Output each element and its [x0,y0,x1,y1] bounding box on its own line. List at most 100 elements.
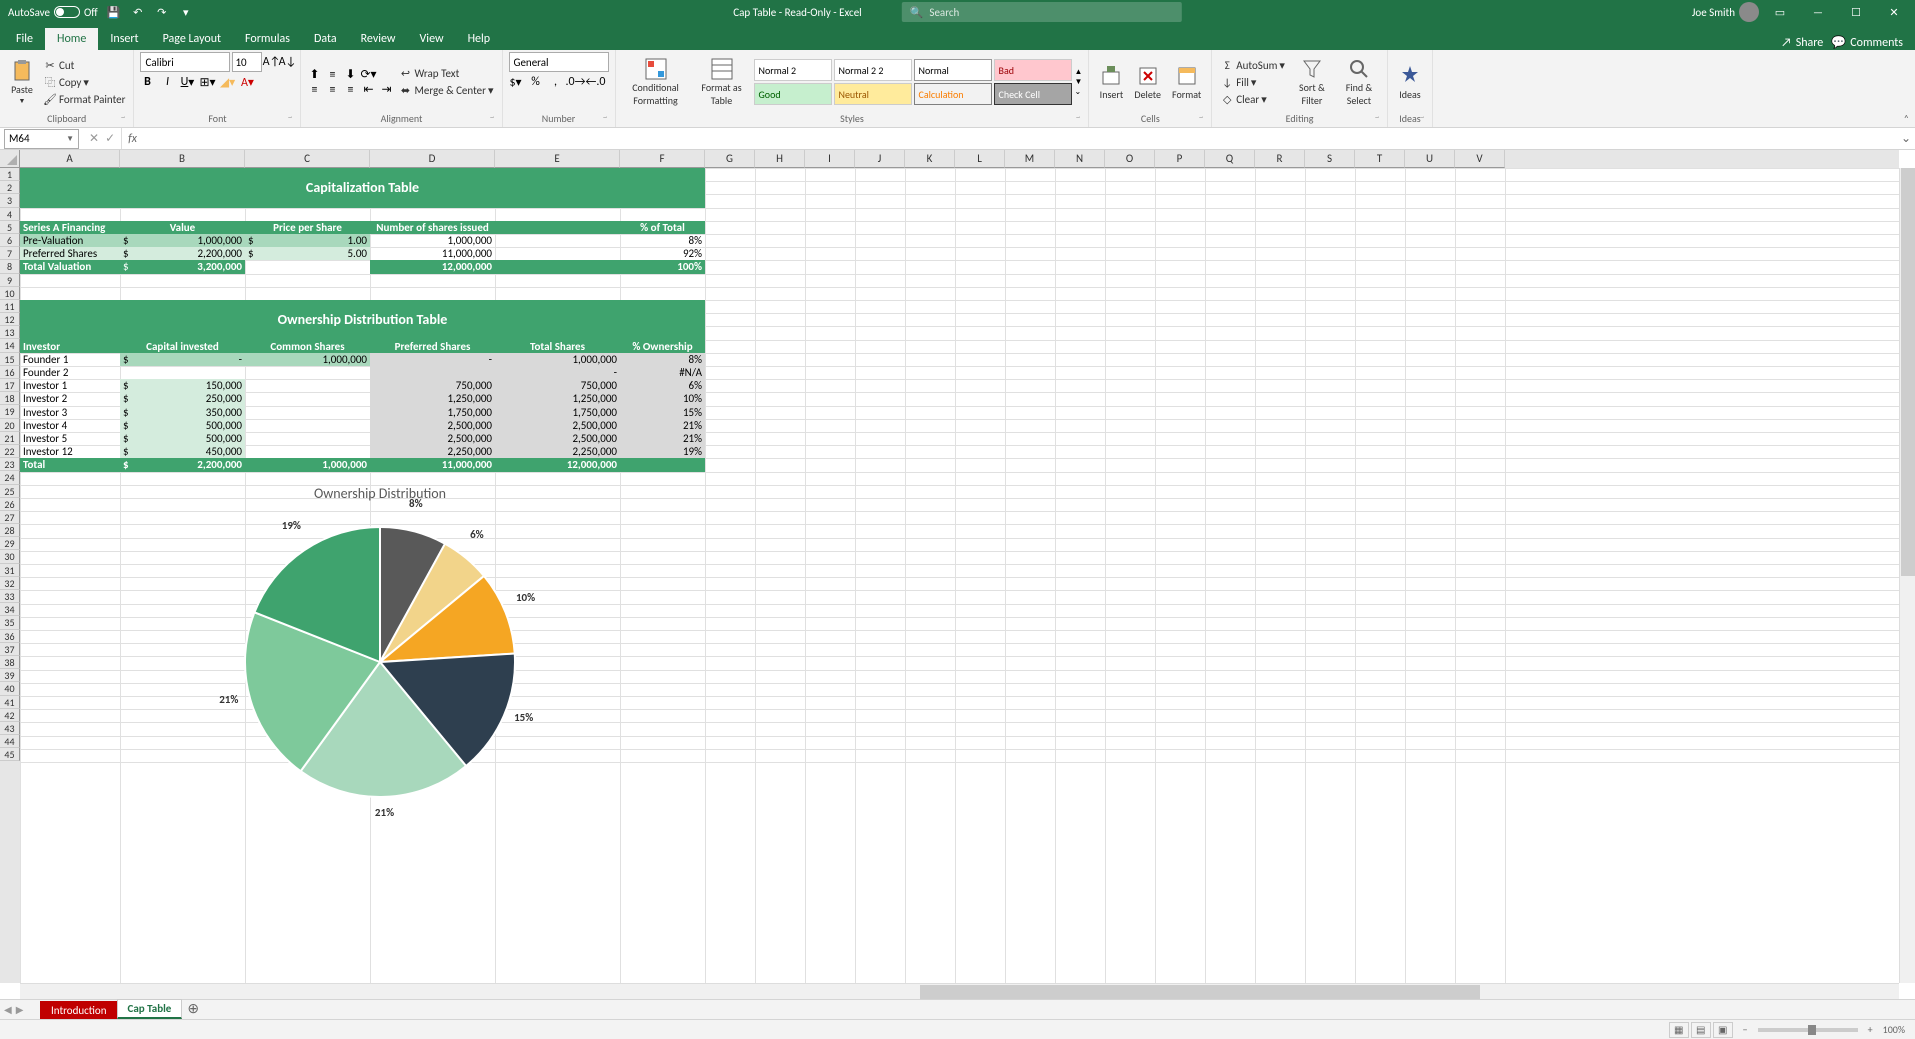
row-header[interactable]: 27 [0,511,20,524]
styles-down-icon[interactable]: ▼ [1075,77,1083,87]
style-cell[interactable]: Good [754,83,832,105]
percent-icon[interactable]: % [529,75,543,89]
row-header[interactable]: 4 [0,208,20,221]
autosum-button[interactable]: ΣAutoSum ▾ [1218,57,1287,73]
row-header[interactable]: 7 [0,247,20,260]
sheet-nav-next-icon[interactable]: ▶ [16,1003,24,1016]
column-header[interactable]: R [1255,150,1305,168]
page-break-view-icon[interactable]: ▣ [1713,1022,1733,1038]
row-header[interactable]: 20 [0,419,20,432]
row-header[interactable]: 40 [0,682,20,695]
format-painter-button[interactable]: 🖌Format Painter [41,91,127,107]
styles-up-icon[interactable]: ▲ [1075,67,1083,77]
name-box[interactable]: M64▼ [4,129,79,149]
style-cell[interactable]: Bad [994,59,1072,81]
find-select-button[interactable]: Find & Select [1337,55,1381,109]
italic-icon[interactable]: I [160,75,174,89]
decrease-decimal-icon[interactable]: ←.0 [589,75,603,89]
format-as-table-button[interactable]: Format as Table [693,55,751,109]
column-header[interactable]: N [1055,150,1105,168]
orientation-icon[interactable]: ⟳▾ [361,68,375,82]
ribbon-tab-review[interactable]: Review [349,28,408,50]
column-header[interactable]: L [955,150,1005,168]
align-bottom-icon[interactable]: ⬇ [343,68,357,82]
paste-button[interactable]: Paste▼ [6,57,38,107]
save-icon[interactable]: 💾 [106,4,122,20]
column-header[interactable]: P [1155,150,1205,168]
row-header[interactable]: 3 [0,194,20,207]
enter-formula-icon[interactable]: ✓ [105,131,115,146]
styles-more-icon[interactable]: ⌄ [1075,87,1083,97]
column-header[interactable]: M [1005,150,1055,168]
copy-button[interactable]: ⿻Copy ▾ [41,74,127,90]
column-header[interactable]: G [705,150,755,168]
indent-decrease-icon[interactable]: ⇤ [361,83,375,97]
column-header[interactable]: H [755,150,805,168]
row-header[interactable]: 41 [0,696,20,709]
row-header[interactable]: 5 [0,221,20,234]
row-header[interactable]: 23 [0,458,20,471]
user-avatar[interactable] [1739,2,1759,22]
row-header[interactable]: 12 [0,313,20,326]
column-header[interactable]: F [620,150,705,168]
fx-icon[interactable]: fx [122,132,143,146]
row-header[interactable]: 31 [0,564,20,577]
ribbon-tab-data[interactable]: Data [302,28,349,50]
bold-icon[interactable]: B [140,75,154,89]
ribbon-tab-view[interactable]: View [408,28,456,50]
expand-formula-icon[interactable]: ⌄ [1897,131,1915,146]
column-header[interactable]: D [370,150,495,168]
zoom-slider[interactable] [1758,1028,1858,1032]
maximize-icon[interactable]: ☐ [1839,0,1873,24]
zoom-in-icon[interactable]: + [1868,1023,1873,1036]
font-color-icon[interactable]: A▾ [240,75,254,89]
undo-icon[interactable]: ↶ [130,4,146,20]
vertical-scrollbar[interactable] [1899,168,1915,983]
vscroll-thumb[interactable] [1901,168,1915,576]
wrap-text-button[interactable]: ↩Wrap Text [396,66,495,82]
row-header[interactable]: 15 [0,353,20,366]
delete-cells-button[interactable]: Delete [1130,62,1165,103]
normal-view-icon[interactable]: ▦ [1669,1022,1689,1038]
row-header[interactable]: 24 [0,471,20,484]
select-all-button[interactable] [0,150,20,168]
hscroll-thumb[interactable] [920,985,1480,999]
row-header[interactable]: 28 [0,524,20,537]
row-header[interactable]: 9 [0,274,20,287]
currency-icon[interactable]: $▾ [509,75,523,89]
cancel-formula-icon[interactable]: ✕ [89,131,99,146]
row-header[interactable]: 2 [0,181,20,194]
font-size-select[interactable] [232,52,262,72]
column-header[interactable]: U [1405,150,1455,168]
ribbon-display-icon[interactable]: ▭ [1763,0,1797,24]
row-header[interactable]: 45 [0,748,20,761]
column-header[interactable]: K [905,150,955,168]
cell-grid[interactable]: Capitalization TableSeries A FinancingVa… [20,168,1899,983]
minimize-icon[interactable]: — [1801,0,1835,24]
sheet-tab[interactable]: Introduction [40,1001,118,1019]
row-header[interactable]: 16 [0,366,20,379]
decrease-font-icon[interactable]: A↓ [280,55,294,69]
row-header[interactable]: 21 [0,432,20,445]
row-header[interactable]: 35 [0,616,20,629]
row-header[interactable]: 43 [0,722,20,735]
pie-chart[interactable]: Ownership Distribution8%6%10%15%21%21%19… [220,485,540,812]
ideas-button[interactable]: Ideas [1394,62,1426,103]
ribbon-tab-home[interactable]: Home [45,28,98,50]
page-layout-view-icon[interactable]: ▤ [1691,1022,1711,1038]
comments-button[interactable]: 💬 Comments [1831,35,1903,50]
clear-button[interactable]: ◇Clear ▾ [1218,91,1287,107]
align-center-icon[interactable]: ≡ [325,83,339,97]
zoom-out-icon[interactable]: − [1743,1023,1748,1036]
column-header[interactable]: O [1105,150,1155,168]
conditional-formatting-button[interactable]: Conditional Formatting [622,55,690,109]
close-icon[interactable]: ✕ [1877,0,1911,24]
align-right-icon[interactable]: ≡ [343,83,357,97]
number-format-select[interactable] [509,52,609,72]
comma-icon[interactable]: , [549,75,563,89]
align-middle-icon[interactable]: ≡ [325,68,339,82]
indent-increase-icon[interactable]: ⇥ [379,83,393,97]
column-header[interactable]: E [495,150,620,168]
row-header[interactable]: 32 [0,577,20,590]
formula-input[interactable] [143,129,1897,149]
